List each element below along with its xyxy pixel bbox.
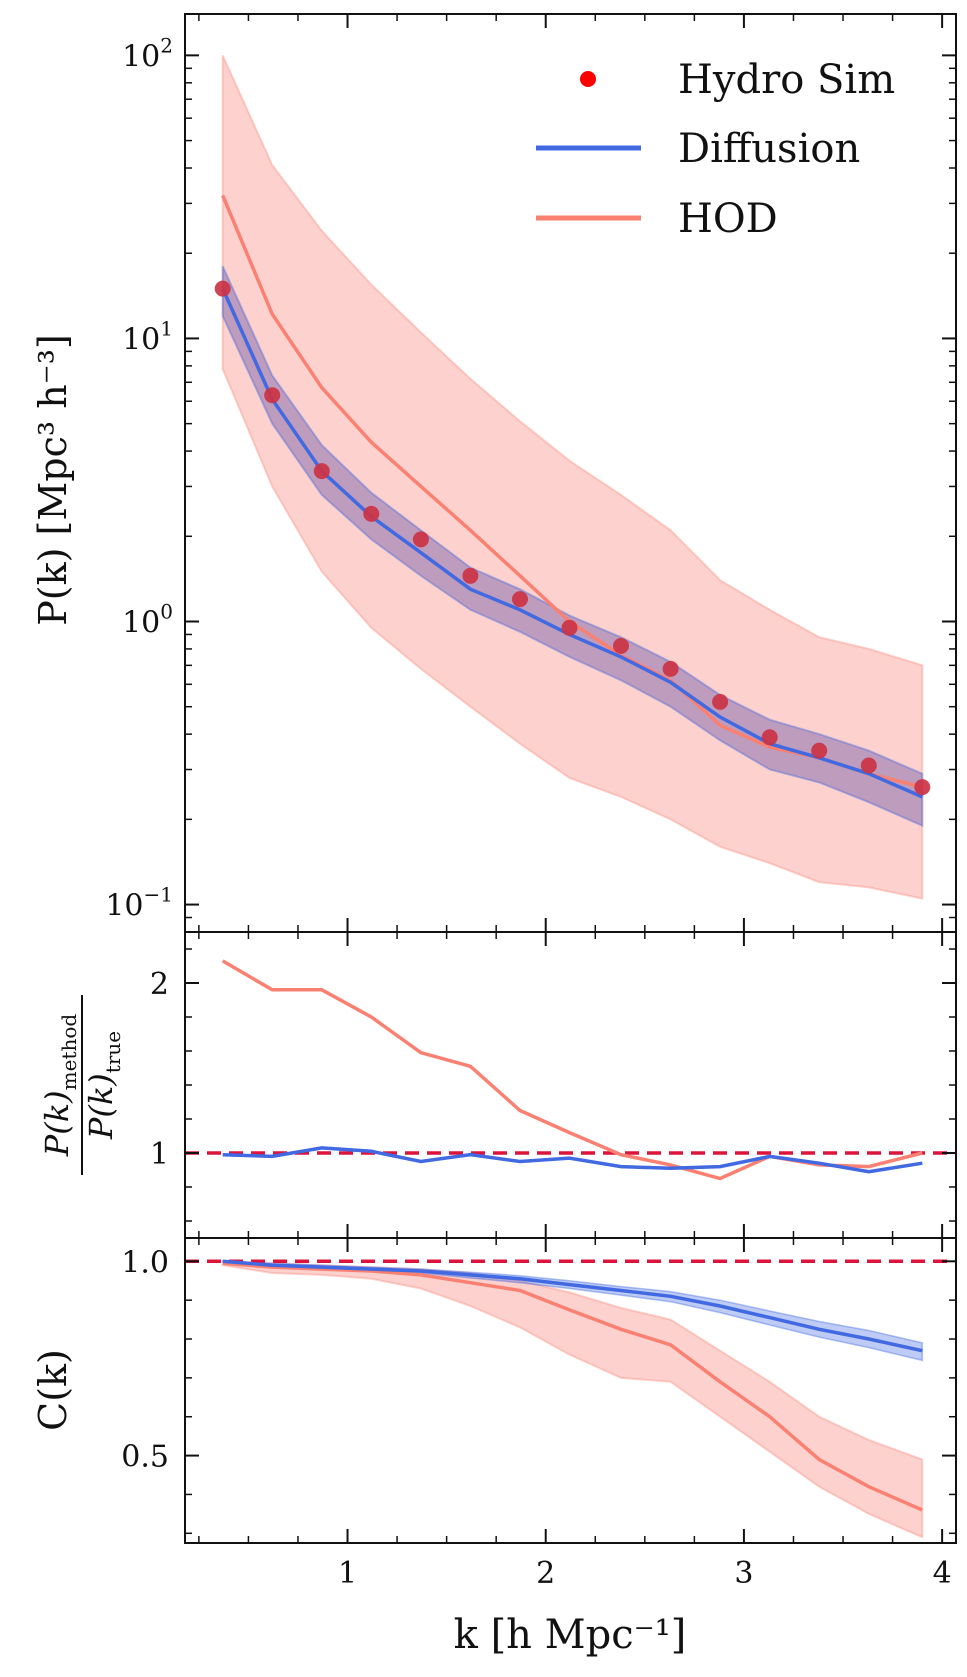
hydro-sim-point bbox=[860, 757, 877, 774]
x-axis-title: k [h Mpc⁻¹] bbox=[454, 1612, 687, 1658]
y-axis-title-correlation: C(k) bbox=[31, 1349, 75, 1431]
hydro-sim-point bbox=[313, 463, 330, 480]
y-tick-label-exp: 2 bbox=[160, 33, 173, 57]
ratio-numerator: P(k)method bbox=[38, 1014, 81, 1158]
figure-frame bbox=[184, 13, 957, 1544]
hydro-sim-point bbox=[811, 742, 828, 759]
hydro-sim-point bbox=[662, 660, 679, 677]
hydro-sim-point bbox=[914, 779, 931, 796]
hydro-sim-point bbox=[462, 567, 479, 584]
diffusion-correlation-band bbox=[222, 1260, 924, 1362]
hydro-sim-point bbox=[214, 280, 231, 297]
hydro-sim-point bbox=[613, 637, 629, 654]
y-tick-label-base: 10 bbox=[122, 39, 160, 74]
correlation-series-lines bbox=[185, 1259, 956, 1512]
hydro-sim-point bbox=[363, 505, 380, 522]
y-tick-label-exp: −1 bbox=[144, 883, 173, 907]
panel-ratio: 12 bbox=[150, 932, 956, 1238]
legend-marker-hydro-sim bbox=[580, 71, 596, 87]
ratio-denominator-sub: true bbox=[101, 1031, 125, 1073]
y-tick-label-exp: 1 bbox=[160, 316, 173, 340]
ratio-y-tick-label: 1 bbox=[150, 1137, 169, 1172]
corr-y-tick-label: 1.0 bbox=[121, 1245, 169, 1280]
hydro-sim-point bbox=[264, 387, 281, 404]
diffusion-correlation-line bbox=[222, 1259, 923, 1353]
y-tick-label-base: 10 bbox=[122, 322, 160, 357]
hod-correlation-band bbox=[221, 1260, 924, 1539]
hydro-sim-point bbox=[412, 531, 429, 548]
x-tick-label: 4 bbox=[933, 1556, 952, 1591]
legend: Hydro Sim Diffusion HOD bbox=[536, 57, 895, 242]
y-tick-label-exp: 0 bbox=[160, 600, 173, 624]
ratio-series-lines bbox=[185, 959, 956, 1181]
y-tick-label: 101 bbox=[122, 316, 173, 357]
y-tick-label: 102 bbox=[122, 33, 173, 74]
x-tick-label: 1 bbox=[338, 1556, 357, 1591]
hydro-sim-point bbox=[512, 591, 528, 608]
x-tick-label: 2 bbox=[536, 1556, 555, 1591]
ratio-denominator-main: P(k) bbox=[82, 1073, 120, 1140]
y-tick-label-base: 10 bbox=[122, 606, 160, 641]
correlation-uncertainty-bands bbox=[221, 1260, 924, 1539]
diffusion-ratio-line bbox=[222, 1146, 923, 1174]
hod-correlation-line bbox=[222, 1261, 923, 1512]
x-tick-label: 3 bbox=[734, 1556, 753, 1591]
ratio-axis: 12 bbox=[150, 932, 956, 1238]
hod-band bbox=[221, 54, 924, 900]
ratio-y-tick-label: 2 bbox=[150, 967, 169, 1002]
y-axis-title-power: P(k) [Mpc³ h⁻³] bbox=[31, 334, 75, 626]
legend-label-diffusion: Diffusion bbox=[678, 126, 860, 172]
hydro-sim-point bbox=[561, 619, 578, 636]
ratio-numerator-main: P(k) bbox=[38, 1090, 76, 1157]
y-axis-title-ratio: P(k)method P(k)true bbox=[38, 995, 125, 1175]
correlation-axis: 0.5 1.0 1 2 3 4 bbox=[121, 1238, 956, 1591]
y-tick-label: 100 bbox=[122, 600, 173, 641]
y-tick-label-base: 10 bbox=[105, 889, 143, 924]
legend-label-hod: HOD bbox=[678, 196, 778, 242]
legend-label-hydro-sim: Hydro Sim bbox=[678, 57, 895, 103]
hydro-sim-point bbox=[712, 693, 729, 710]
ratio-numerator-sub: method bbox=[57, 1014, 81, 1091]
hydro-sim-points bbox=[214, 280, 931, 796]
y-tick-label: 10−1 bbox=[105, 883, 173, 924]
hydro-sim-point bbox=[761, 729, 778, 746]
ratio-denominator: P(k)true bbox=[82, 1031, 125, 1140]
hod-ratio-line bbox=[221, 959, 923, 1181]
panel-correlation: 0.5 1.0 1 2 3 4 bbox=[121, 1238, 956, 1591]
corr-y-tick-label: 0.5 bbox=[121, 1440, 169, 1475]
